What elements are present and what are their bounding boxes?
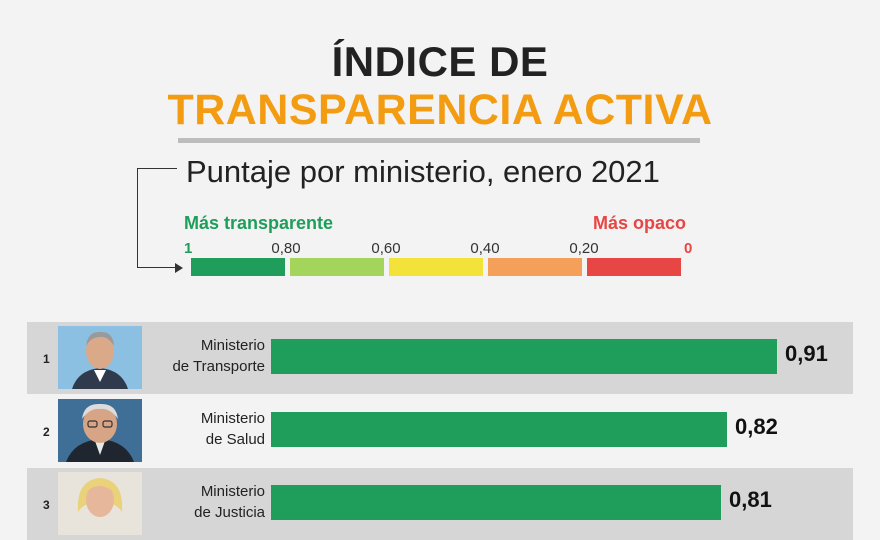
value-label: 0,81 [729, 487, 772, 512]
bar-row-3: 3 Ministerio de Justicia 0,81 [27, 468, 853, 540]
scale-segment-2 [290, 258, 384, 276]
scale-segment-3 [389, 258, 483, 276]
minister-photo [58, 399, 142, 462]
scale-tick-0: 0 [684, 240, 693, 257]
arrow-right-icon [175, 263, 183, 273]
scale-tick-040: 0,40 [470, 240, 500, 257]
scale-tick-080: 0,80 [271, 240, 301, 257]
bar-transporte [271, 339, 777, 374]
scale-tick-1: 1 [184, 240, 193, 257]
ministry-label-line1: Ministerio [200, 337, 265, 354]
rank-label: 1 [43, 352, 50, 366]
bar-row-2: 2 Ministerio de Salud 0,82 [27, 395, 853, 467]
legend-bracket-bottom [137, 267, 175, 268]
ministry-label-line1: Ministerio [200, 410, 265, 427]
legend-bracket-side [137, 168, 138, 268]
bar-row-1: 1 Ministerio de Transporte 0,91 [27, 322, 853, 394]
legend-most-transparent: Más transparente [184, 213, 334, 233]
chart-subtitle: Puntaje por ministerio, enero 2021 [186, 154, 660, 189]
minister-photo [58, 326, 142, 389]
value-label: 0,91 [785, 341, 828, 366]
bar-salud [271, 412, 727, 447]
legend-most-opaque: Más opaco [593, 213, 687, 233]
value-label: 0,82 [735, 414, 778, 439]
scale-segment-4 [488, 258, 582, 276]
legend-bracket-top [137, 168, 177, 169]
scale-tick-020: 0,20 [569, 240, 599, 257]
ministry-label-line1: Ministerio [200, 483, 265, 500]
rank-label: 3 [43, 498, 50, 512]
ministry-label-line2: de Justicia [194, 504, 265, 521]
title-line-2: TRANSPARENCIA ACTIVA [167, 86, 713, 134]
scale-segment-1 [191, 258, 285, 276]
title-underline [178, 138, 700, 143]
minister-photo [58, 472, 142, 535]
title-line-1: ÍNDICE DE [331, 38, 549, 85]
ministry-label-line2: de Transporte [172, 358, 265, 375]
scale-tick-060: 0,60 [371, 240, 401, 257]
ministry-label: Ministerio de Justicia [194, 481, 265, 523]
ministry-label: Ministerio de Transporte [172, 335, 265, 377]
ministry-label-line2: de Salud [205, 431, 265, 448]
ministry-label: Ministerio de Salud [201, 408, 265, 450]
rank-label: 2 [43, 425, 50, 439]
scale-segment-5 [587, 258, 681, 276]
bar-justicia [271, 485, 721, 520]
